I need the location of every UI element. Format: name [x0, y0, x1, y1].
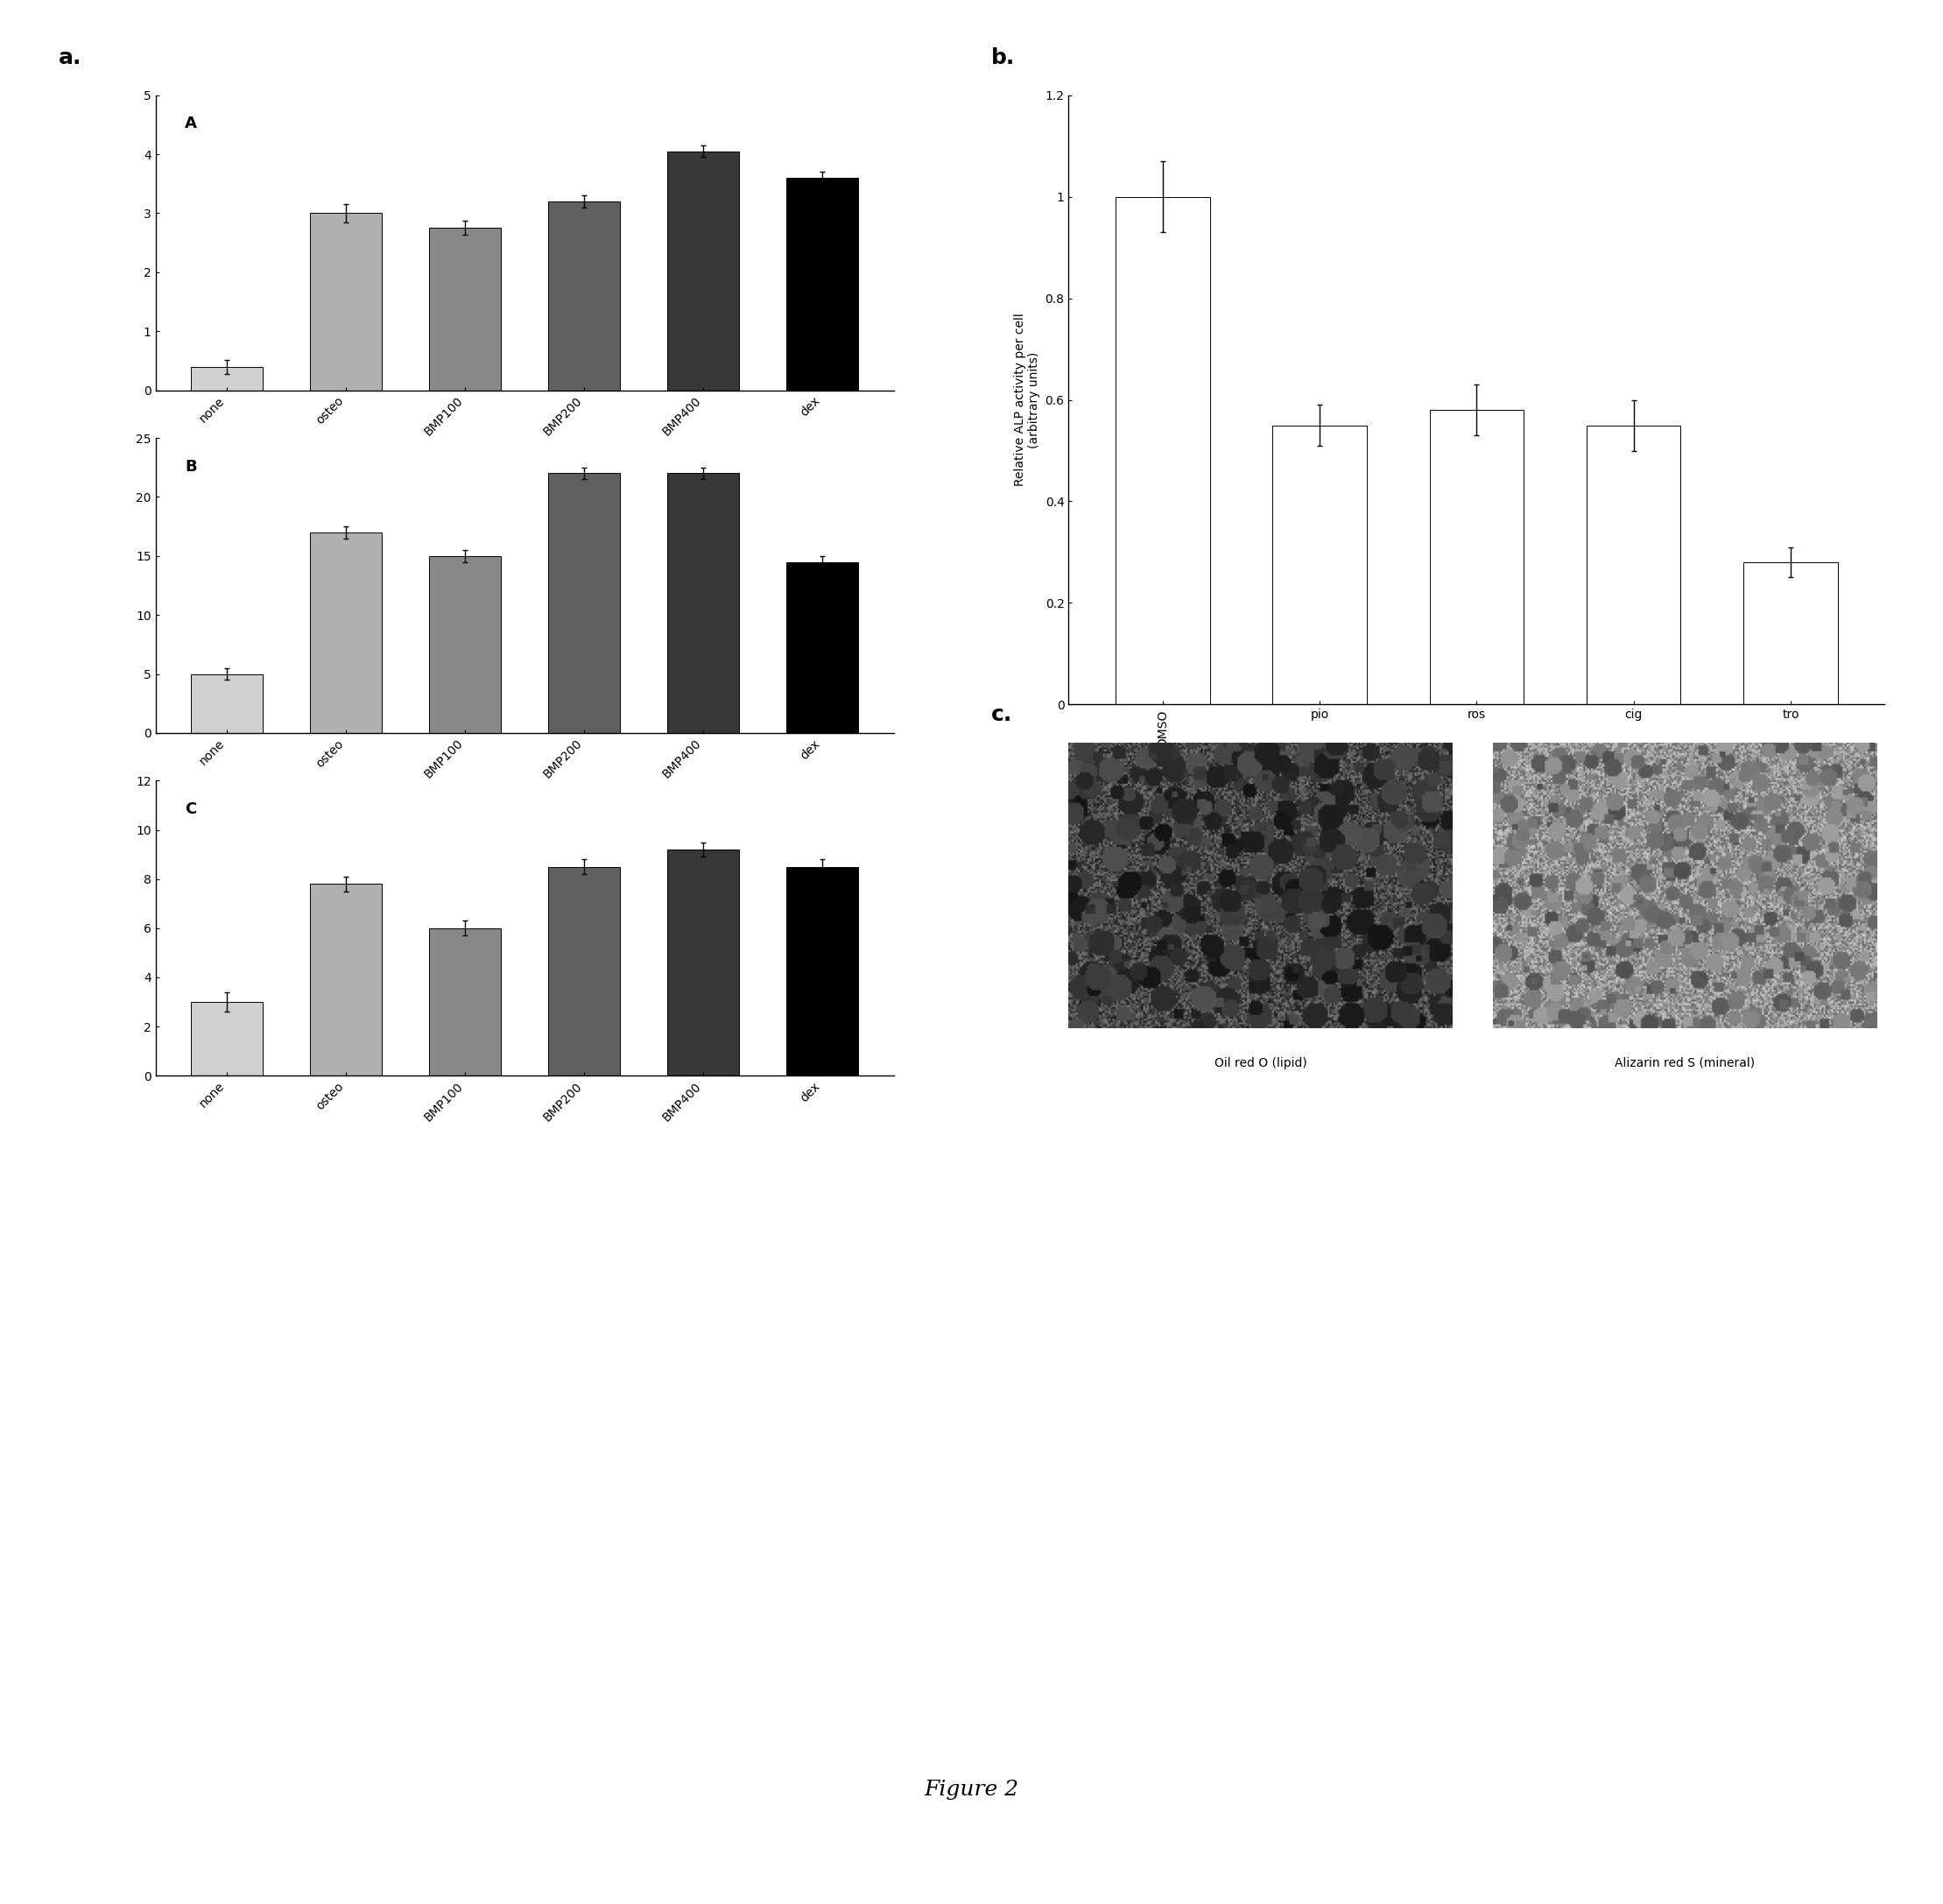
Bar	[668, 474, 738, 733]
Bar	[1587, 425, 1681, 704]
Text: c.: c.	[991, 704, 1012, 725]
Bar	[787, 866, 859, 1076]
Bar	[190, 1002, 262, 1076]
Bar	[311, 533, 381, 733]
Bar	[429, 929, 501, 1076]
Text: A: A	[185, 116, 196, 131]
Text: B: B	[185, 459, 196, 474]
Bar	[429, 228, 501, 390]
Bar	[311, 213, 381, 390]
Bar	[548, 202, 620, 390]
Text: a.: a.	[58, 48, 82, 69]
Text: Alizarin red S (mineral): Alizarin red S (mineral)	[1615, 1057, 1755, 1068]
Bar	[668, 150, 738, 390]
Bar	[190, 367, 262, 390]
Bar	[311, 883, 381, 1076]
Bar	[548, 866, 620, 1076]
Bar	[190, 674, 262, 733]
Bar	[548, 474, 620, 733]
Text: Figure 2: Figure 2	[925, 1780, 1018, 1799]
Y-axis label: Relative ALP activity per cell
(arbitrary units): Relative ALP activity per cell (arbitrar…	[1014, 314, 1040, 486]
Text: C: C	[185, 802, 196, 817]
Bar	[668, 849, 738, 1076]
Bar	[1743, 562, 1838, 704]
Bar	[1273, 425, 1366, 704]
Bar	[787, 177, 859, 390]
Bar	[787, 562, 859, 733]
Text: b.: b.	[991, 48, 1014, 69]
Bar	[429, 556, 501, 733]
Bar	[1430, 409, 1523, 704]
Text: Oil red O (lipid): Oil red O (lipid)	[1214, 1057, 1308, 1068]
Bar	[1115, 196, 1210, 704]
